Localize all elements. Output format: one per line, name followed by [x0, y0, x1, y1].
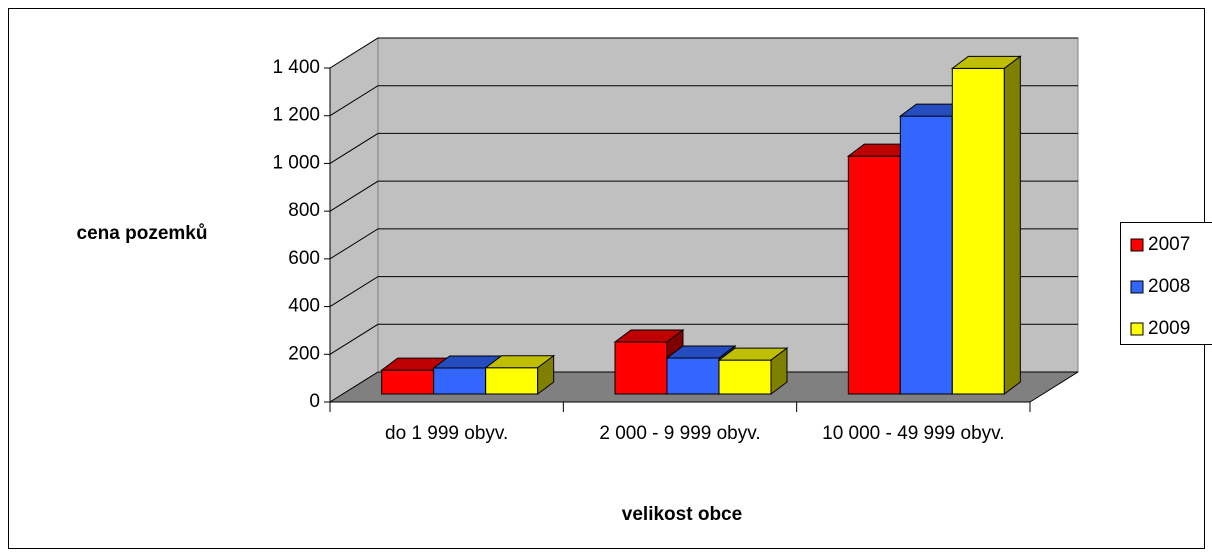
grid-line [329, 276, 1078, 307]
grid-line [329, 132, 1078, 164]
grid-line [329, 323, 1078, 355]
y-tick-label: 600 [288, 248, 320, 269]
grid-line [329, 180, 1078, 212]
floor-edge [1029, 371, 1079, 403]
x-axis-title: velikost obce [622, 504, 742, 525]
bar-side [1003, 55, 1021, 395]
grid-line [329, 228, 1078, 260]
side-wall [329, 37, 379, 403]
y-tick-label: 400 [288, 296, 320, 317]
x-tick-label: do 1 999 obyv. [385, 423, 509, 444]
y-tick-label: 1 000 [272, 152, 320, 173]
y-tick-label: 1 400 [272, 57, 320, 78]
legend-swatch [1130, 322, 1144, 336]
bar [847, 155, 901, 395]
y-tick-label: 800 [288, 200, 320, 221]
bar-side [537, 354, 555, 395]
y-tick-label: 0 [309, 391, 320, 412]
bar [718, 359, 772, 395]
x-tick-label: 2 000 - 9 999 obyv. [599, 423, 761, 444]
legend-swatch [1130, 238, 1144, 252]
x-tick-label: 10 000 - 49 999 obyv. [822, 423, 1005, 444]
bar [666, 357, 720, 395]
bar-side [770, 347, 788, 395]
grid-line [329, 85, 1078, 117]
legend-label: 2008 [1148, 276, 1190, 297]
bar [433, 367, 487, 395]
y-tick-label: 200 [288, 343, 320, 364]
bar [899, 115, 953, 395]
legend-label: 2009 [1148, 318, 1190, 339]
bar [381, 369, 435, 395]
y-axis-title: cena pozemků [77, 223, 208, 244]
grid-line [329, 371, 1078, 403]
legend-label: 2007 [1148, 234, 1190, 255]
grid-line [329, 37, 1078, 69]
y-tick-label: 1 200 [272, 105, 320, 126]
bar [485, 367, 539, 395]
bar [614, 341, 668, 395]
legend-swatch [1130, 280, 1144, 294]
bar [951, 67, 1005, 395]
